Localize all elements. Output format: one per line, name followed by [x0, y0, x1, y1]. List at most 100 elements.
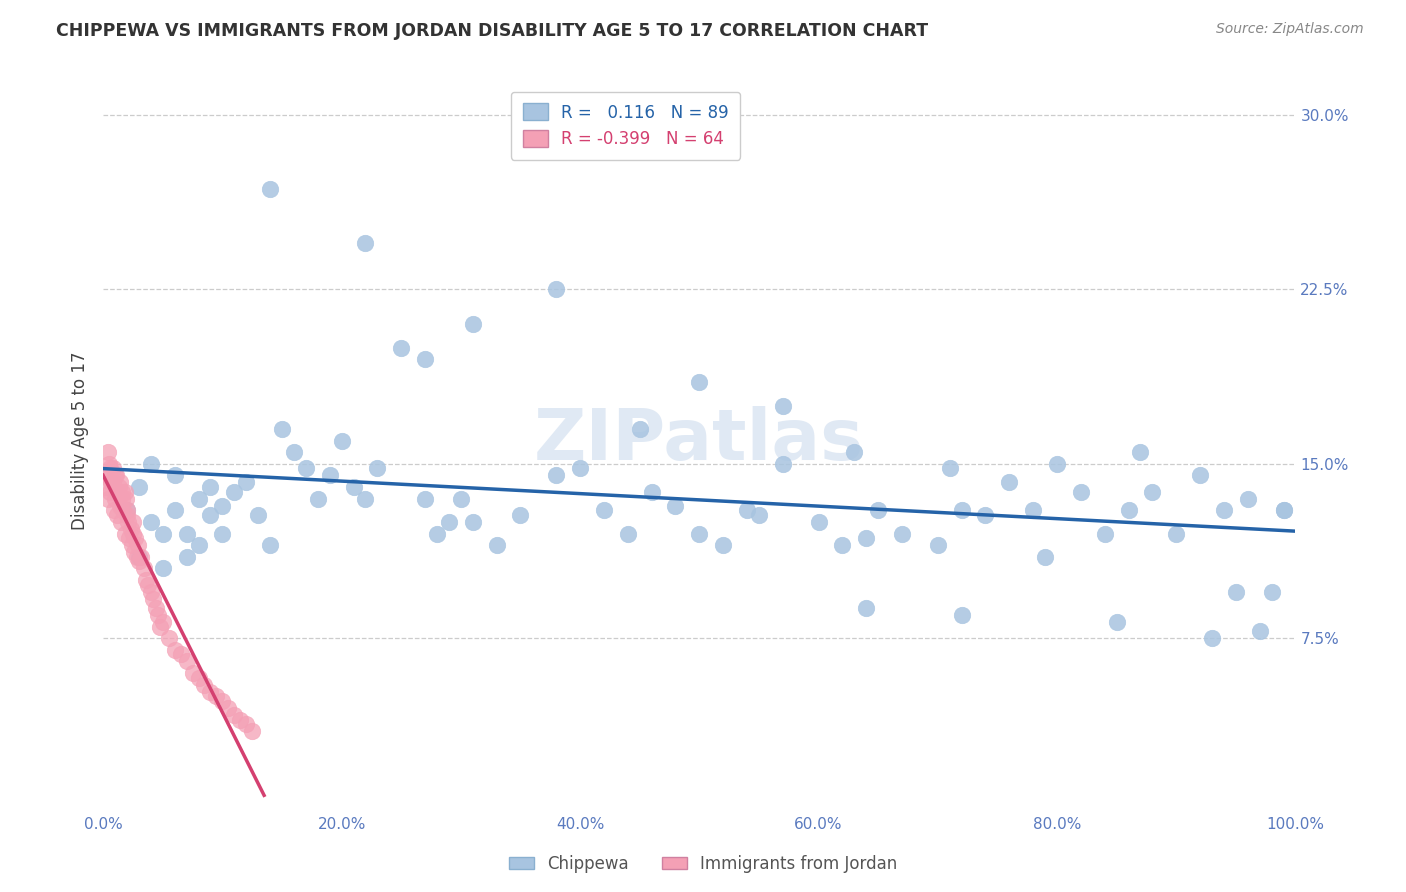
Y-axis label: Disability Age 5 to 17: Disability Age 5 to 17: [72, 351, 89, 530]
Point: [711, 538, 734, 552]
Point: [247, 508, 270, 522]
Point: [307, 491, 329, 506]
Point: [96, 468, 118, 483]
Point: [146, 607, 169, 622]
Point: [135, 573, 157, 587]
Point: [974, 508, 997, 522]
Point: [229, 713, 252, 727]
Point: [450, 491, 472, 506]
Point: [211, 526, 233, 541]
Point: [437, 515, 460, 529]
Point: [128, 480, 150, 494]
Point: [181, 666, 204, 681]
Point: [115, 503, 138, 517]
Point: [1118, 503, 1140, 517]
Point: [1272, 503, 1295, 517]
Point: [259, 182, 281, 196]
Point: [366, 461, 388, 475]
Point: [163, 468, 186, 483]
Point: [122, 515, 145, 529]
Point: [546, 282, 568, 296]
Point: [735, 503, 758, 517]
Point: [115, 503, 138, 517]
Point: [152, 561, 174, 575]
Point: [112, 503, 135, 517]
Point: [200, 684, 222, 698]
Point: [142, 591, 165, 606]
Legend: R =   0.116   N = 89, R = -0.399   N = 64: R = 0.116 N = 89, R = -0.399 N = 64: [510, 92, 740, 160]
Point: [342, 480, 364, 494]
Point: [97, 491, 120, 506]
Point: [107, 508, 129, 522]
Point: [240, 724, 263, 739]
Point: [461, 318, 484, 332]
Point: [176, 549, 198, 564]
Point: [157, 631, 180, 645]
Point: [115, 508, 138, 522]
Point: [1260, 584, 1282, 599]
Point: [224, 484, 246, 499]
Point: [101, 475, 124, 490]
Point: [169, 648, 191, 662]
Point: [125, 549, 148, 564]
Point: [205, 690, 228, 704]
Point: [628, 422, 651, 436]
Point: [1189, 468, 1212, 483]
Point: [688, 376, 710, 390]
Point: [121, 538, 143, 552]
Point: [318, 468, 340, 483]
Point: [200, 508, 222, 522]
Point: [187, 491, 209, 506]
Point: [127, 538, 149, 552]
Point: [1201, 631, 1223, 645]
Point: [111, 484, 134, 499]
Point: [413, 491, 436, 506]
Point: [124, 531, 146, 545]
Point: [118, 531, 141, 545]
Point: [807, 515, 830, 529]
Point: [110, 515, 132, 529]
Point: [271, 422, 294, 436]
Point: [101, 461, 124, 475]
Point: [139, 515, 162, 529]
Point: [98, 461, 121, 475]
Point: [114, 491, 136, 506]
Point: [128, 549, 150, 564]
Point: [509, 508, 531, 522]
Point: [163, 503, 186, 517]
Legend: Chippewa, Immigrants from Jordan: Chippewa, Immigrants from Jordan: [502, 848, 904, 880]
Point: [1212, 503, 1234, 517]
Point: [122, 526, 145, 541]
Point: [132, 561, 155, 575]
Point: [950, 607, 973, 622]
Point: [149, 619, 172, 633]
Point: [176, 526, 198, 541]
Point: [1249, 624, 1271, 639]
Point: [1166, 526, 1188, 541]
Point: [120, 522, 142, 536]
Point: [1046, 457, 1069, 471]
Point: [224, 707, 246, 722]
Point: [413, 352, 436, 367]
Point: [831, 538, 853, 552]
Point: [1105, 615, 1128, 629]
Point: [111, 491, 134, 506]
Point: [640, 484, 662, 499]
Point: [259, 538, 281, 552]
Point: [426, 526, 449, 541]
Point: [485, 538, 508, 552]
Point: [122, 545, 145, 559]
Point: [139, 584, 162, 599]
Point: [1129, 445, 1152, 459]
Point: [891, 526, 914, 541]
Point: [129, 549, 152, 564]
Point: [98, 457, 121, 471]
Point: [94, 480, 117, 494]
Point: [193, 678, 215, 692]
Point: [211, 499, 233, 513]
Point: [114, 526, 136, 541]
Text: Source: ZipAtlas.com: Source: ZipAtlas.com: [1216, 22, 1364, 37]
Point: [163, 642, 186, 657]
Point: [855, 601, 877, 615]
Point: [868, 503, 890, 517]
